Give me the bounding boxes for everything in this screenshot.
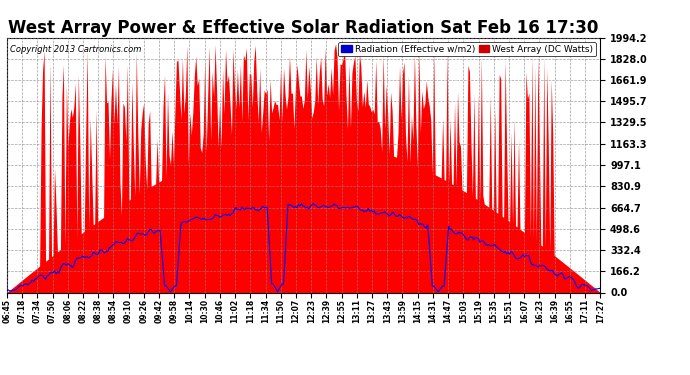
Text: Copyright 2013 Cartronics.com: Copyright 2013 Cartronics.com	[10, 45, 141, 54]
Legend: Radiation (Effective w/m2), West Array (DC Watts): Radiation (Effective w/m2), West Array (…	[338, 42, 595, 56]
Title: West Array Power & Effective Solar Radiation Sat Feb 16 17:30: West Array Power & Effective Solar Radia…	[8, 20, 599, 38]
